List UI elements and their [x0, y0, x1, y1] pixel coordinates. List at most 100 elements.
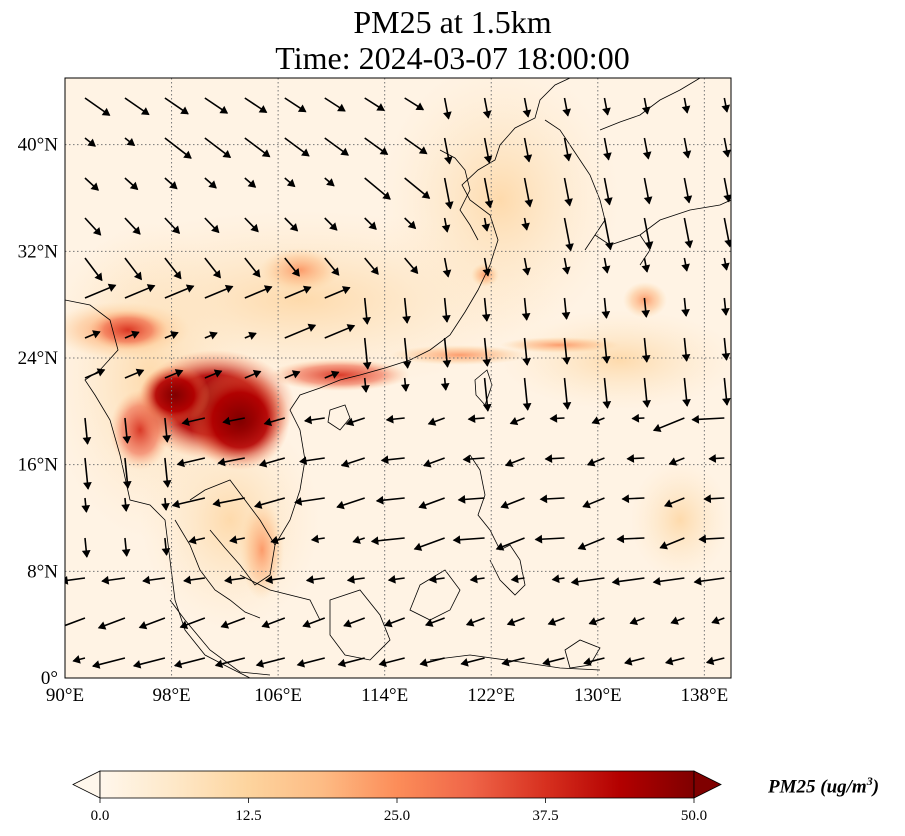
wind-vector-head — [452, 535, 461, 545]
wind-vector-head — [547, 617, 557, 626]
wind-vector-head — [83, 481, 92, 490]
wind-vector-head — [247, 179, 257, 188]
wind-vector-head — [501, 657, 510, 667]
wind-vector-head — [346, 575, 355, 584]
longitude-tick-labels: 90°E 98°E 106°E 114°E 122°E 130°E 138°E — [46, 685, 728, 706]
wind-vector-head — [340, 459, 350, 468]
wind-vector-head — [703, 494, 712, 504]
wind-vector-head — [188, 535, 197, 545]
wind-vector-head — [301, 148, 310, 157]
wind-vector-head — [665, 656, 674, 666]
wind-vector-head — [442, 359, 452, 368]
wind-vector-head — [122, 435, 132, 444]
wind-vector-head — [659, 541, 668, 550]
wind-vector-head — [562, 108, 571, 117]
wind-vector-head — [708, 454, 717, 463]
wind-vector-head — [138, 621, 148, 630]
wind-vector-head — [181, 417, 190, 426]
wind-vector-head — [92, 660, 101, 669]
wind-vector-head — [122, 480, 132, 489]
colorbar-tick-label: 37.5 — [532, 808, 558, 824]
wind-vector-head — [289, 223, 299, 232]
wind-vector-head — [340, 147, 349, 156]
wind-vector-head — [522, 267, 531, 276]
wind-vector-head — [631, 413, 640, 423]
wind-vector-head — [217, 457, 226, 467]
lat-tick-label: 32°N — [18, 241, 59, 262]
wind-vector-head — [602, 107, 611, 116]
lat-tick-label: 40°N — [18, 135, 59, 156]
wind-vector-head — [161, 503, 170, 511]
wind-vector-head — [65, 628, 66, 631]
wind-vector-head — [604, 242, 614, 251]
wind-vector-head — [214, 659, 224, 669]
wind-vector-head — [220, 620, 230, 629]
wind-vector-head — [561, 311, 571, 320]
wind-vector-head — [465, 618, 475, 627]
wind-vector-head — [305, 575, 314, 584]
wind-vector-head — [162, 434, 171, 443]
wind-vector-head — [722, 397, 731, 406]
wind-vector-head — [379, 147, 389, 155]
wind-vector-head — [482, 268, 492, 277]
wind-vector-head — [523, 154, 533, 163]
lat-tick-label: 0° — [41, 668, 58, 689]
wind-vector-head — [376, 103, 385, 111]
wind-vector-head — [509, 417, 519, 426]
wind-vector-head — [407, 220, 417, 230]
wind-vector-head — [505, 458, 514, 468]
wind-vector-head — [586, 458, 596, 467]
wind-vector-head — [591, 416, 601, 425]
wind-vector-head — [222, 416, 231, 426]
colorbar: 0.0 12.5 25.0 37.5 50.0 — [72, 770, 722, 824]
wind-vector-head — [484, 200, 494, 209]
wind-vector-head — [375, 495, 384, 505]
wind-vector-head — [291, 268, 300, 277]
wind-vector-head — [384, 619, 393, 628]
wind-vector-head — [174, 369, 184, 378]
wind-vector-head — [229, 535, 238, 544]
wind-vector-head — [341, 286, 351, 295]
wind-vector-head — [382, 191, 391, 200]
wind-vector-head — [92, 227, 102, 236]
wind-vector-head — [254, 500, 263, 509]
wind-vector-head — [252, 268, 261, 278]
wind-vector-head — [135, 368, 145, 377]
wind-vector-head — [224, 284, 234, 293]
wind-vector-head — [544, 454, 553, 464]
map-frame — [64, 77, 732, 679]
wind-vector-head — [668, 457, 678, 466]
wind-vector-head — [258, 459, 268, 468]
wind-vector-head — [303, 415, 313, 425]
wind-vector-head — [255, 659, 265, 668]
colorbar-gradient — [99, 770, 695, 799]
wind-vector-head — [140, 107, 150, 116]
wind-vector-head — [562, 266, 571, 275]
wind-vector-head — [331, 267, 340, 276]
wind-vector-head — [642, 151, 652, 160]
wind-vector-head — [307, 323, 317, 332]
wind-vector-head — [212, 498, 221, 508]
wind-vector-head — [176, 458, 185, 468]
wind-vector-head — [643, 196, 653, 205]
wind-vector-head — [352, 535, 361, 544]
colorbar-extend-max — [693, 770, 722, 799]
wind-vector-head — [467, 414, 476, 424]
wind-vector-head — [82, 436, 92, 445]
wind-vector-head — [506, 617, 516, 627]
wind-vector-head — [402, 315, 411, 324]
wind-vector-head — [263, 285, 273, 294]
wind-vector-head — [642, 399, 652, 408]
wind-vector-head — [173, 659, 183, 669]
wind-vector-head — [670, 616, 679, 625]
wind-vector-head — [721, 262, 730, 271]
wind-vector-head — [162, 479, 172, 488]
colorbar-tick-label: 25.0 — [384, 808, 410, 824]
wind-vector-head — [495, 542, 505, 551]
wind-vector-head — [248, 331, 257, 340]
wind-vector-head — [551, 574, 560, 584]
wind-vector-head — [362, 316, 371, 325]
wind-vector-head — [126, 137, 136, 147]
wind-vector-head — [171, 225, 181, 234]
wind-vector-head — [346, 324, 356, 333]
